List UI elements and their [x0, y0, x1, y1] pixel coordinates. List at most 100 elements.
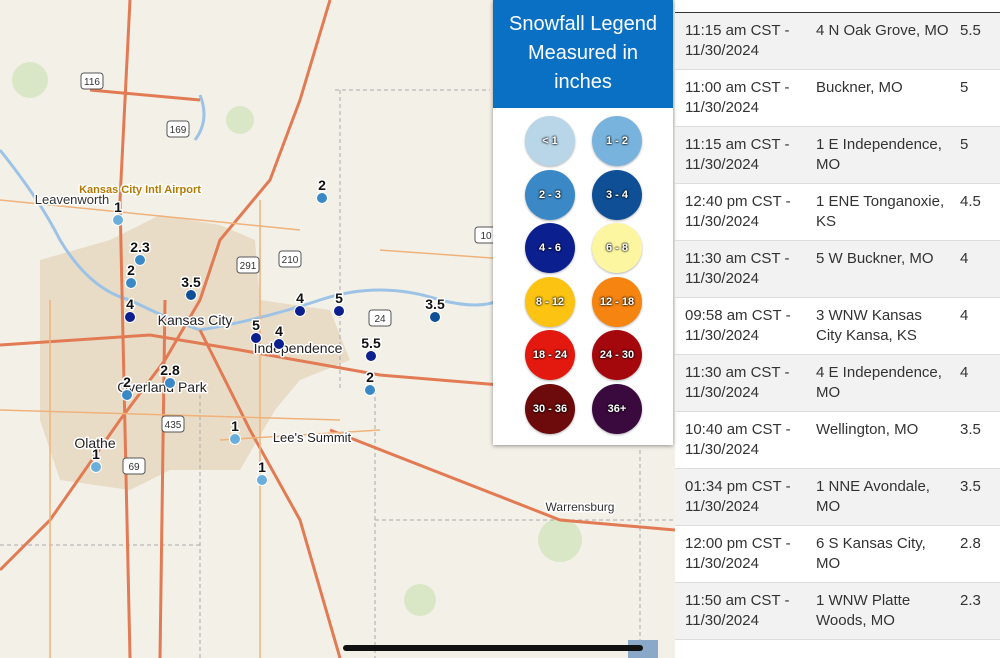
table-cell: 5.5 [960, 22, 981, 39]
legend-title: Snowfall Legend Measured in inches [493, 0, 673, 108]
report-dot [124, 311, 136, 323]
table-cell: 1 E Independence, MO [816, 136, 942, 173]
place-label: Kansas City [158, 312, 233, 328]
table-cell: 1 WNW Platte Woods, MO [816, 592, 911, 629]
table-cell: 4 E Independence, MO [816, 364, 942, 401]
table-cell: 11:15 am CST - 11/30/2024 [685, 22, 790, 59]
place-label: Warrensburg [546, 500, 615, 514]
table-cell: 5 [960, 136, 969, 153]
legend-swatch: 12 - 18 [592, 276, 642, 327]
table-row: 12:00 pm CST - 11/30/2024 6 S Kansas City… [675, 526, 1000, 583]
road-shield [236, 256, 260, 274]
road-shield-label: 435 [165, 420, 182, 431]
table-cell: 4.5 [960, 193, 981, 210]
roads [0, 199, 521, 658]
table-cell: 3 WNW Kansas City Kansa, KS [816, 307, 922, 344]
table-cell: 3.5 [960, 478, 981, 495]
report-label: 5 [252, 317, 260, 333]
table-row: 11:30 am CST - 11/30/2024 5 W Buckner, MO… [675, 241, 1000, 298]
road-shield-label: 291 [240, 261, 257, 272]
table-cell: 12:40 pm CST - 11/30/2024 [685, 193, 791, 230]
table-cell: 2.8 [960, 535, 981, 552]
table-row: 11:15 am CST - 11/30/2024 1 E Independenc… [675, 127, 1000, 184]
legend-swatch: 18 - 24 [525, 330, 575, 380]
report-dot [365, 350, 377, 362]
table-row: 11:15 am CST - 11/30/2024 4 N Oak Grove, … [675, 13, 1000, 70]
report-label: 4 [275, 323, 283, 339]
report-dot [185, 289, 197, 301]
report-dot [333, 305, 345, 317]
report-label: 4 [296, 290, 304, 306]
report-label: 1 [258, 459, 266, 475]
table-cell: 4 N Oak Grove, MO [816, 22, 949, 39]
table-cell: 09:58 am CST - 11/30/2024 [685, 307, 791, 344]
road-shield [80, 72, 104, 90]
table-cell: 12:00 pm CST - 11/30/2024 [685, 535, 791, 572]
report-table: 11:15 am CST - 11/30/2024 4 N Oak Grove, … [675, 12, 1000, 640]
report-label: 3.5 [181, 274, 201, 290]
report-label: 4 [126, 296, 134, 312]
road-shield-label: 24 [374, 314, 386, 325]
table-cell: Wellington, MO [816, 421, 919, 438]
report-dot [229, 433, 241, 445]
highways [0, 0, 675, 658]
legend-swatch: 6 - 8 [592, 223, 642, 273]
legend-swatch: 3 - 4 [592, 169, 642, 220]
report-label: 5 [335, 290, 343, 306]
report-label: 1 [231, 418, 239, 434]
map-control [628, 640, 658, 658]
table-cell: 01:34 pm CST - 11/30/2024 [685, 478, 791, 515]
table-cell: 11:50 am CST - 11/30/2024 [685, 592, 790, 629]
report-label: 1 [92, 446, 100, 462]
home-indicator [343, 645, 643, 651]
table-row: 11:50 am CST - 11/30/2024 1 WNW Platte Wo… [675, 583, 1000, 640]
report-label: 1 [114, 199, 122, 215]
report-dot [273, 338, 285, 350]
legend-swatch: 1 - 2 [592, 116, 642, 166]
table-cell: 11:30 am CST - 11/30/2024 [685, 364, 790, 401]
table-cell: 3.5 [960, 421, 981, 438]
report-dot [316, 192, 328, 204]
road-shield [368, 309, 392, 327]
legend-swatch: 8 - 12 [525, 276, 575, 327]
table-row: 09:58 am CST - 11/30/2024 3 WNW Kansas Ci… [675, 298, 1000, 355]
report-dot [112, 214, 124, 226]
place-label: Leavenworth [35, 192, 109, 207]
road-shield [166, 120, 190, 138]
report-label: 2 [123, 374, 131, 390]
report-label: 5.5 [361, 335, 381, 351]
legend-swatch: 2 - 3 [525, 169, 575, 220]
legend: Snowfall Legend Measured in inches < 1 1 … [493, 0, 673, 445]
road-shield [278, 250, 302, 268]
table-cell: 10:40 am CST - 11/30/2024 [685, 421, 791, 458]
report-label: 3.5 [425, 296, 445, 312]
table-cell: 1 NNE Avondale, MO [816, 478, 930, 515]
table-row: 12:40 pm CST - 11/30/2024 1 ENE Tonganoxi… [675, 184, 1000, 241]
table-cell: 5 [960, 79, 969, 96]
table-cell: 4 [960, 250, 969, 267]
table-row: 11:00 am CST - 11/30/2024 Buckner, MO 5 [675, 70, 1000, 127]
table-cell: 4 [960, 364, 969, 381]
report-label: 2.8 [160, 362, 180, 378]
report-label: 2 [318, 177, 326, 193]
table-cell: 11:00 am CST - 11/30/2024 [685, 79, 790, 116]
table-cell: Buckner, MO [816, 79, 903, 96]
road-shield-label: 10 [480, 231, 492, 242]
road-shield-label: 69 [128, 462, 140, 473]
road-shield [161, 415, 185, 433]
report-dot [429, 311, 441, 323]
place-label: Olathe [74, 435, 115, 451]
table-cell: 5 W Buckner, MO [816, 250, 934, 267]
place-label: Independence [254, 340, 343, 356]
report-dot [125, 277, 137, 289]
legend-swatch: 36+ [592, 383, 642, 434]
road-shield-label: 116 [84, 77, 100, 88]
table-cell: 4 [960, 307, 969, 324]
report-dot [364, 384, 376, 396]
place-label: Overland Park [117, 379, 207, 395]
table-cell: 6 S Kansas City, MO [816, 535, 926, 572]
report-dot [256, 474, 268, 486]
table-cell: 1 ENE Tonganoxie, KS [816, 193, 945, 230]
county-lines [0, 89, 675, 658]
